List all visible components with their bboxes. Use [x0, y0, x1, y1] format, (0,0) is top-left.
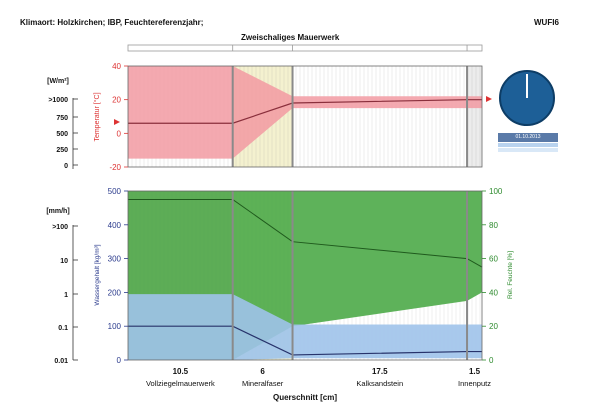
climate-bar-outer [498, 143, 558, 147]
rain-tick-label: 0.1 [58, 325, 68, 332]
radiation-tick-label: >1000 [48, 97, 68, 104]
layer-bar-frame [127, 44, 483, 52]
plaster-layer-fill [467, 66, 482, 167]
clock-icon [499, 70, 555, 126]
rain-tick-label: 10 [60, 258, 68, 265]
water-content-tick-label: 400 [108, 221, 122, 230]
rain-tick-label: 0.01 [54, 358, 68, 365]
temperature-left-marker [114, 119, 120, 125]
humidity-tick-label: 0 [489, 356, 494, 365]
temperature-axis-label: Temperatur [°C] [93, 92, 101, 141]
layer-thickness-label: 1.5 [469, 367, 481, 376]
layer-name-label: Innenputz [458, 379, 491, 388]
humidity-tick-label: 80 [489, 221, 498, 230]
humidity-axis-label: Rel. Feuchte [%] [507, 251, 514, 299]
humidity-tick-label: 100 [489, 187, 503, 196]
assembly-title: Zweischaliges Mauerwerk [241, 33, 340, 42]
layer-thickness-label: 17.5 [372, 367, 388, 376]
x-axis-label: Querschnitt [cm] [273, 393, 337, 402]
layer-header-bar [127, 44, 483, 52]
humidity-tick-label: 60 [489, 255, 498, 264]
climate-location-title: Klimaort: Holzkirchen; IBP, Feuchterefer… [20, 18, 204, 27]
moisture-plot: 0 100 200 300 400 500 0 20 40 60 80 100 Wassergehalt… [46, 187, 514, 402]
temperature-tick-label: 40 [112, 62, 121, 71]
temperature-tick-label: -20 [109, 163, 121, 172]
software-name: WUFI6 [534, 18, 559, 27]
temperature-right-marker [486, 96, 492, 102]
layer-name-label: Kalksandstein [356, 379, 403, 388]
temperature-tick-label: 20 [112, 96, 121, 105]
rain-tick-label: 1 [64, 292, 68, 299]
humidity-tick-label: 40 [489, 288, 498, 297]
layer-thickness-label: 6 [260, 367, 265, 376]
temperature-range-band [128, 66, 482, 159]
climate-bar-inner [498, 148, 558, 152]
humidity-tick-label: 20 [489, 322, 498, 331]
water-content-tick-label: 100 [108, 322, 122, 331]
layer-thickness-label: 10.5 [173, 367, 189, 376]
water-content-tick-label: 200 [108, 288, 122, 297]
layer-name-label: Vollziegelmauerwerk [146, 379, 215, 388]
rain-scale-label: [mm/h] [46, 208, 69, 215]
water-content-axis-label: Wassergehalt [kg/m³] [94, 244, 101, 305]
water-content-tick-label: 0 [117, 356, 122, 365]
moisture-plot-frame [127, 190, 483, 361]
rain-tick-label: >100 [52, 224, 68, 231]
radiation-scale-label: [W/m²] [47, 78, 69, 85]
temperature-plot: -20 0 20 40 Temperatur [°C] [W/m²] >1000 750 500… [47, 62, 492, 172]
radiation-tick-label: 0 [64, 163, 68, 170]
water-content-tick-label: 300 [108, 255, 122, 264]
temperature-tick-label: 0 [117, 129, 122, 138]
water-content-tick-label: 500 [108, 187, 122, 196]
temperature-plot-frame [127, 65, 483, 168]
radiation-tick-label: 500 [56, 131, 68, 138]
radiation-tick-label: 250 [56, 147, 68, 154]
layer-name-label: Mineralfaser [242, 379, 284, 388]
water-content-range-band [128, 294, 482, 360]
radiation-tick-label: 750 [56, 115, 68, 122]
date-label: 01.10.2013 [498, 133, 558, 142]
